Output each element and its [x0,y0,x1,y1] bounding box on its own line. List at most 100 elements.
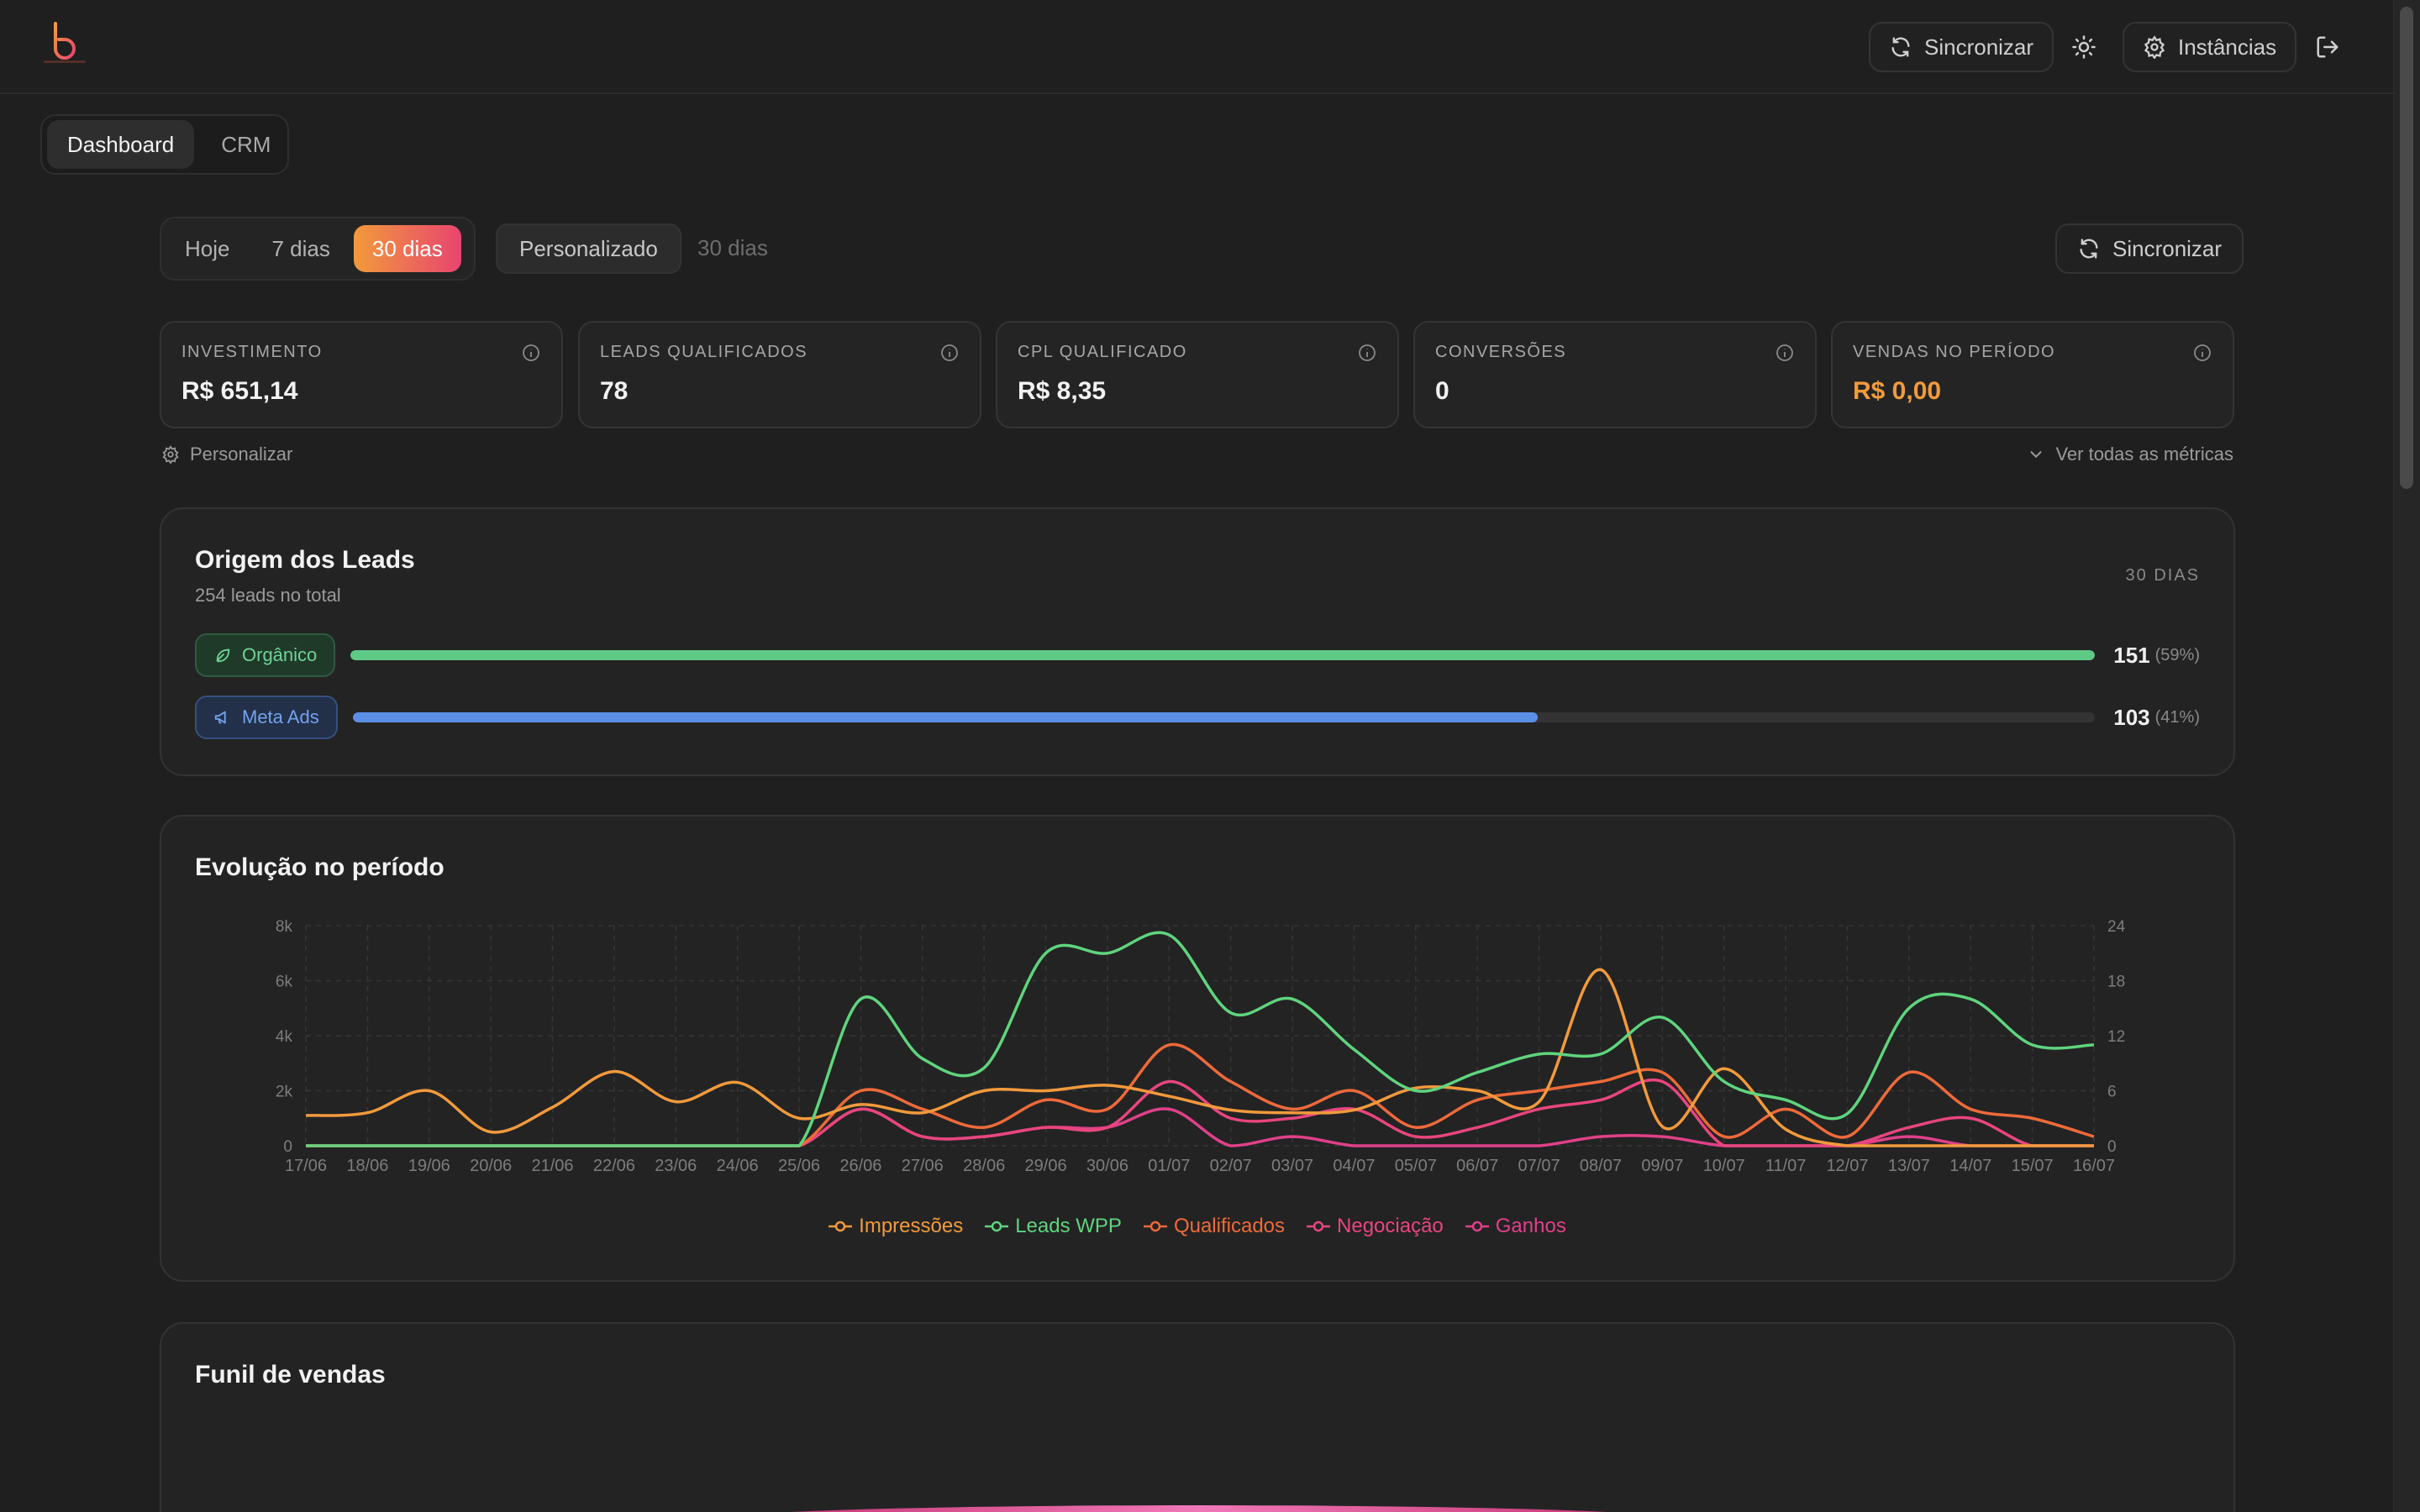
logout-button[interactable] [2309,29,2346,66]
legend-label: Leads WPP [1015,1215,1122,1237]
panel-title: Evolução no período [195,853,445,881]
evolution-line-chart: 0 0 2k 6 4k 12 6k 18 8k 24 17/06 18/06 19/06 20/06 21/… [276,918,2126,1175]
legend-marker-icon [829,1221,853,1232]
metric-value: R$ 651,14 [182,377,298,405]
source-percent: (59%) [2154,645,2200,664]
sync-label: Sincronizar [1924,34,2034,60]
custom-range-text: 30 dias [697,235,768,260]
sales-funnel-panel: Funil de vendas [160,1322,2235,1512]
source-progress-bar [352,712,2096,722]
x-tick: 30/06 [1086,1157,1128,1175]
x-tick: 11/07 [1765,1157,1807,1175]
source-name: Meta Ads [242,706,319,727]
legend-item[interactable]: Impressões [829,1215,963,1238]
metric-value: 78 [600,377,629,405]
customize-metrics-link[interactable]: Personalizar [161,444,292,465]
leads-origin-panel: Origem dos Leads 254 leads no total 30 D… [160,507,2235,776]
scrollbar[interactable] [2393,0,2420,1512]
legend-label: Ganhos [1495,1215,1566,1237]
series-line-impress-es [305,968,2094,1147]
x-tick: 18/06 [346,1157,388,1175]
period-tag: 30 DIAS [2125,566,2200,585]
series-line-qualificados [306,1042,2095,1147]
theme-toggle-button[interactable] [2065,29,2102,66]
legend-label: Impressões [859,1215,964,1237]
y-tick-left: 6k [276,974,293,991]
x-tick: 26/06 [839,1157,881,1175]
metric-card-leads-qualificados: LEADS QUALIFICADOS 78 [578,321,981,428]
x-tick: 08/07 [1580,1157,1622,1175]
refresh-icon [1891,37,1910,57]
dashboard-sync-label: Sincronizar [2112,235,2223,261]
x-tick: 29/06 [1025,1157,1067,1175]
source-progress-fill [352,712,1538,722]
info-icon[interactable] [2192,343,2212,363]
info-icon[interactable] [939,343,960,363]
instances-label: Instâncias [2178,34,2277,60]
y-tick-right: 0 [2107,1138,2117,1156]
tab-crm[interactable]: CRM [221,131,271,157]
instances-button[interactable]: Instâncias [2123,22,2297,72]
series-line-leads-wpp [306,931,2095,1147]
sync-button[interactable]: Sincronizar [1869,22,2054,72]
x-tick: 01/07 [1148,1157,1190,1175]
x-tick: 28/06 [963,1157,1005,1175]
legend-marker-icon [985,1221,1009,1232]
y-tick-left: 4k [276,1028,293,1046]
view-all-label: Ver todas as métricas [2055,444,2233,465]
custom-period-button[interactable]: Personalizado [496,223,681,274]
metric-value: R$ 8,35 [1018,377,1107,405]
legend-item[interactable]: Qualificados [1143,1215,1286,1238]
metric-label: VENDAS NO PERÍODO [1853,343,2056,361]
main-nav-tabs: Dashboard CRM [40,114,289,175]
x-tick: 13/07 [1888,1157,1930,1175]
source-count: 103 [2113,704,2150,730]
series-line-ganhos [306,1107,2094,1147]
x-tick: 10/07 [1703,1157,1745,1175]
y-tick-right: 24 [2107,918,2126,936]
metric-card-conversoes: CONVERSÕES 0 [1413,321,1817,428]
period-30-days[interactable]: 30 dias [353,225,461,272]
metric-label: LEADS QUALIFICADOS [600,343,808,361]
metric-label: CONVERSÕES [1435,343,1567,361]
legend-label: Qualificados [1173,1215,1286,1237]
x-tick: 20/06 [470,1157,512,1175]
x-tick: 19/06 [408,1157,450,1175]
scrollbar-thumb[interactable] [2400,7,2413,489]
legend-item[interactable]: Leads WPP [985,1215,1122,1238]
x-tick: 16/07 [2073,1157,2115,1175]
period-today[interactable]: Hoje [185,235,230,261]
x-tick: 12/07 [1826,1157,1868,1175]
chevron-down-icon [2030,451,2042,459]
dashboard-sync-button[interactable]: Sincronizar [2055,223,2244,274]
x-tick: 04/07 [1333,1157,1375,1175]
view-all-metrics-link[interactable]: Ver todas as métricas [2027,444,2233,465]
y-tick-left: 2k [276,1084,293,1101]
metric-value: 0 [1435,377,1449,405]
info-icon[interactable] [1357,343,1377,363]
x-tick: 09/07 [1641,1157,1683,1175]
info-icon[interactable] [1775,343,1795,363]
funnel-top-shape [792,1505,1607,1512]
x-tick: 14/07 [1949,1157,1991,1175]
x-tick: 07/07 [1518,1157,1560,1175]
evolution-panel: Evolução no período 0 0 2k 6 4k 12 6k 18 8k 24 17/… [160,815,2235,1282]
period-selector: Hoje 7 dias 30 dias [160,217,476,281]
legend-item[interactable]: Ganhos [1465,1215,1566,1238]
y-tick-right: 18 [2107,974,2125,991]
metric-card-vendas-no-periodo: VENDAS NO PERÍODO R$ 0,00 [1831,321,2234,428]
source-row-meta-ads: Meta Ads 103 (41%) [195,696,2200,739]
top-bar: Sincronizar Instâncias [0,0,2393,94]
logout-icon [2317,36,2338,58]
x-tick: 02/07 [1210,1157,1252,1175]
source-name: Orgânico [242,644,318,665]
legend-item[interactable]: Negociação [1307,1215,1444,1238]
source-progress-fill [350,650,2096,660]
refresh-icon [2080,239,2098,259]
tab-dashboard[interactable]: Dashboard [47,120,195,169]
x-tick: 17/06 [285,1157,327,1175]
brand-logo[interactable] [39,20,91,69]
info-icon[interactable] [521,343,541,363]
panel-title: Origem dos Leads [195,546,415,574]
period-7-days[interactable]: 7 dias [271,235,330,261]
